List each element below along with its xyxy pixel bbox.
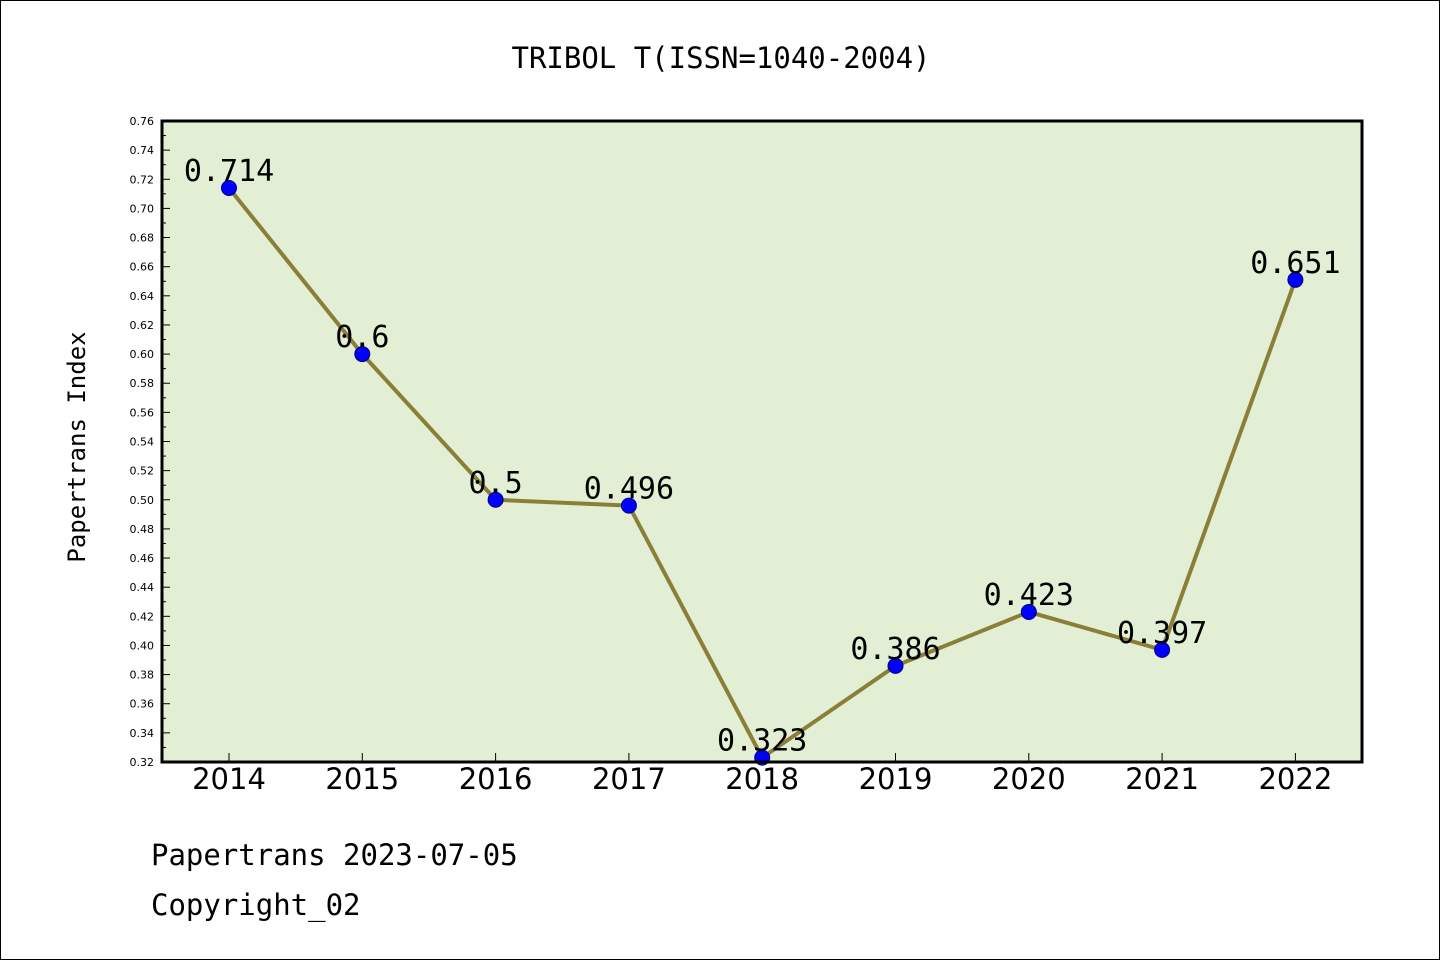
x-tick-label: 2018 (725, 762, 799, 796)
y-tick-label: 0.60 (130, 348, 155, 361)
y-tick-label: 0.32 (130, 756, 155, 769)
y-tick-label: 0.48 (130, 523, 155, 536)
footer-copyright: Copyright_02 (151, 888, 361, 923)
data-point (354, 346, 371, 363)
data-point (1020, 603, 1037, 620)
y-tick-label: 0.42 (130, 610, 155, 623)
x-tick-label: 2019 (859, 762, 933, 796)
y-tick-label: 0.38 (130, 669, 155, 682)
y-tick-label: 0.46 (130, 552, 155, 565)
x-tick-label: 2021 (1125, 762, 1199, 796)
data-label: 0.5 (469, 466, 523, 501)
x-tick-label: 2020 (992, 762, 1066, 796)
footer-date: Papertrans 2023-07-05 (151, 838, 518, 872)
y-tick-label: 0.44 (130, 581, 155, 594)
data-point (221, 180, 237, 197)
y-tick-label: 0.72 (130, 173, 155, 186)
x-tick-label: 2022 (1258, 762, 1332, 796)
x-tick-label: 2015 (325, 762, 399, 796)
x-tick-label: 2017 (592, 762, 666, 796)
data-label: 0.651 (1250, 246, 1340, 281)
plot-area (162, 121, 1362, 762)
y-tick-label: 0.50 (130, 494, 155, 507)
y-axis-label: Papertrans Index (63, 331, 91, 562)
y-tick-label: 0.68 (130, 232, 155, 245)
chart-title: TRIBOL T(ISSN=1040-2004) (511, 41, 930, 75)
y-tick-label: 0.34 (130, 727, 155, 740)
data-label: 0.423 (984, 578, 1074, 613)
y-tick-label: 0.54 (130, 436, 155, 449)
data-label: 0.397 (1117, 616, 1207, 651)
y-tick-label: 0.66 (130, 261, 155, 274)
data-labels: 0.714 0.6 0.5 0.496 0.323 0.386 0.423 0.397 0.65… (184, 154, 1341, 759)
y-tick-label: 0.58 (130, 377, 155, 390)
data-label: 0.496 (584, 472, 674, 507)
data-label: 0.714 (184, 154, 274, 189)
y-tick-label: 0.62 (130, 319, 155, 332)
data-label: 0.323 (717, 724, 807, 759)
data-label: 0.386 (850, 632, 940, 667)
y-tick-label: 0.56 (130, 406, 155, 419)
data-point (487, 491, 504, 508)
data-label: 0.6 (335, 320, 389, 355)
y-tick-label: 0.74 (130, 144, 155, 157)
data-point (620, 497, 637, 514)
y-tick-label: 0.70 (130, 202, 155, 215)
data-point (1287, 271, 1304, 288)
plot-border (160, 119, 1364, 764)
data-point (887, 657, 904, 674)
y-tick-label: 0.40 (130, 639, 155, 652)
x-tick-label: 2016 (459, 762, 533, 796)
data-point (1154, 641, 1171, 658)
y-tick-label: 0.76 (130, 115, 155, 128)
y-tick-label: 0.64 (130, 290, 155, 303)
x-axis-ticks: 2014 2015 2016 2017 2018 2019 2020 2021 2022 (192, 753, 1332, 796)
x-tick-label: 2014 (192, 762, 266, 796)
y-tick-label: 0.52 (130, 465, 155, 478)
y-axis-ticks: 0.32 0.34 0.36 0.38 0.40 0.42 0.44 0.46 0.48 0.50… (130, 115, 170, 769)
y-tick-label: 0.36 (130, 698, 155, 711)
